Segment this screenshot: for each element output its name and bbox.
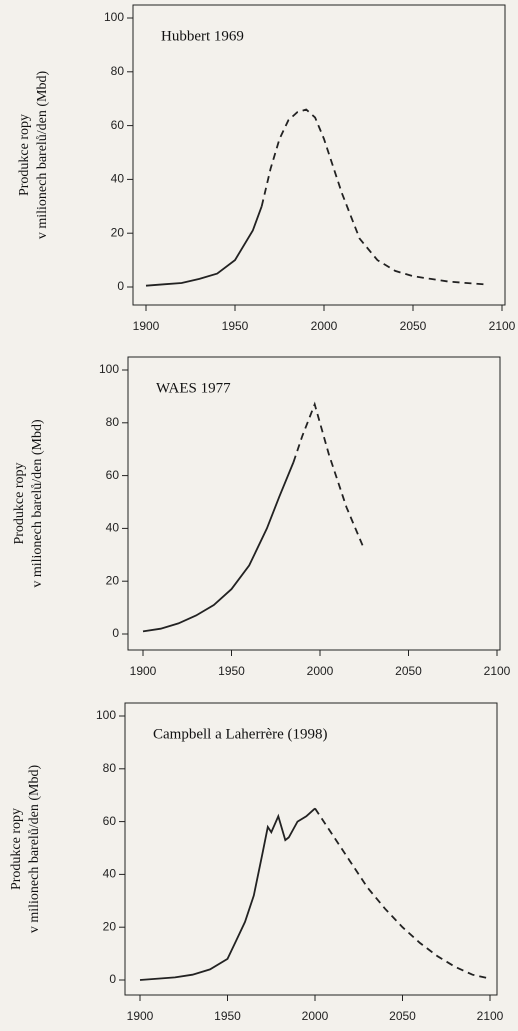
history-line: [142, 462, 295, 633]
history-line: [145, 205, 263, 287]
y-tick-label: 80: [111, 64, 125, 78]
x-tick-label: 1900: [133, 319, 160, 333]
y-axis-label: Produkce ropy: [17, 114, 32, 196]
y-tick-label: 60: [106, 468, 120, 482]
y-tick-label: 20: [111, 225, 125, 239]
x-tick-label: 2000: [311, 319, 338, 333]
y-tick-label: 0: [109, 972, 116, 986]
x-tick-label: 2050: [395, 664, 422, 678]
chart-title: Hubbert 1969: [161, 28, 244, 44]
y-tick-label: 40: [106, 521, 120, 535]
chart: Campbell a Laherrère (1998) Produkce ropy…: [9, 702, 504, 1023]
y-axis-label: v milionech barelů/den (Mbd): [27, 764, 42, 933]
x-tick-label: 2050: [400, 319, 427, 333]
y-tick-label: 20: [103, 919, 117, 933]
x-tick-label: 2100: [477, 1009, 504, 1023]
y-tick-label: 80: [103, 761, 117, 775]
x-tick-label: 1900: [130, 664, 157, 678]
x-tick-label: 2000: [302, 1009, 329, 1023]
y-axis-label: v milionech barelů/den (Mbd): [30, 419, 45, 588]
x-tick-label: 2000: [307, 664, 334, 678]
x-tick-label: 1900: [127, 1009, 154, 1023]
y-tick-label: 40: [111, 172, 125, 186]
x-tick-label: 1950: [222, 319, 249, 333]
y-tick-label: 60: [103, 814, 117, 828]
plot-frame: [124, 702, 498, 996]
y-tick-label: 80: [106, 415, 120, 429]
x-tick-label: 1950: [218, 664, 245, 678]
chart: WAES 1977 Produkce ropy v milionech barelů…: [12, 356, 511, 678]
y-axis-label: v milionech barelů/den (Mbd): [35, 70, 50, 239]
y-tick-label: 40: [103, 867, 117, 881]
x-tick-label: 2100: [489, 319, 516, 333]
x-tick-label: 1950: [214, 1009, 241, 1023]
chart-title: Campbell a Laherrère (1998): [153, 726, 328, 742]
y-tick-label: 100: [96, 708, 116, 722]
plot-frame: [132, 4, 506, 306]
x-tick-label: 2100: [484, 664, 511, 678]
plot-frame: [127, 356, 501, 651]
history-line: [139, 807, 316, 981]
y-tick-label: 100: [99, 362, 119, 376]
chart: Hubbert 1969 Produkce ropy v milionech bar…: [17, 4, 516, 333]
y-tick-label: 60: [111, 118, 125, 132]
y-axis-label: Produkce ropy: [12, 462, 27, 544]
y-tick-label: 100: [104, 10, 124, 24]
forecast-line: [260, 108, 485, 286]
chart-title: WAES 1977: [156, 380, 231, 396]
y-axis-label: Produkce ropy: [9, 808, 24, 890]
x-tick-label: 2050: [389, 1009, 416, 1023]
forecast-line: [314, 807, 491, 980]
y-tick-label: 0: [112, 626, 119, 640]
y-tick-label: 20: [106, 573, 120, 587]
y-tick-label: 0: [117, 279, 124, 293]
forecast-line: [292, 401, 366, 550]
